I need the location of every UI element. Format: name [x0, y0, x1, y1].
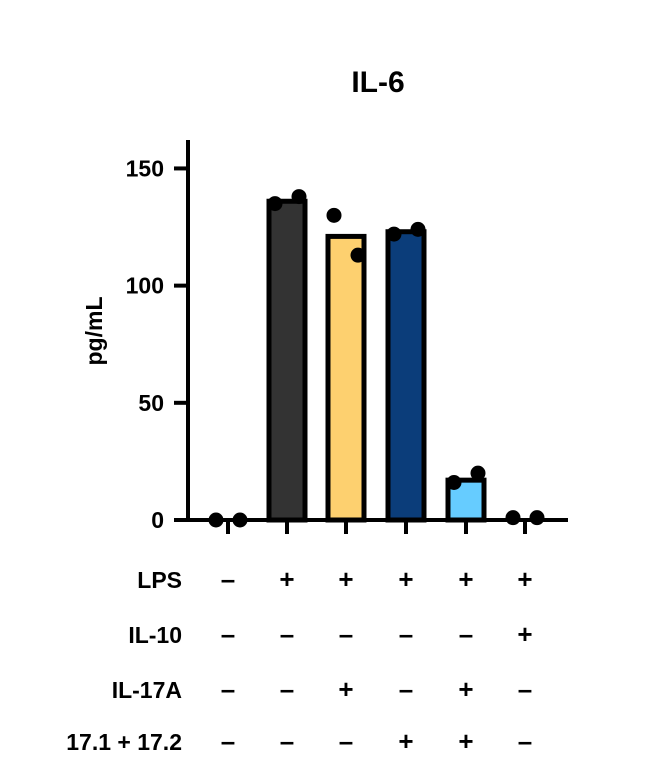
condition-sign: +	[458, 564, 473, 594]
condition-row-label: LPS	[137, 567, 182, 593]
bar-4	[385, 229, 427, 523]
chart-title: IL-6	[351, 66, 404, 99]
condition-sign: –	[518, 674, 532, 704]
condition-row-label: IL-17A	[112, 677, 182, 703]
y-tick-label-50: 50	[138, 390, 164, 416]
condition-row-label: 17.1 + 17.2	[66, 729, 182, 755]
data-point-2-1	[267, 196, 283, 212]
data-point-5-1	[446, 475, 462, 490]
condition-row-label: IL-10	[128, 622, 182, 648]
condition-sign: +	[338, 564, 353, 594]
data-point-4-1	[386, 226, 402, 242]
condition-sign: –	[221, 726, 235, 756]
condition-sign: –	[280, 726, 294, 756]
condition-sign: –	[339, 726, 353, 756]
y-tick-label-0: 0	[151, 507, 164, 533]
condition-table: LPS – + + + + + IL-10 – – – – – + IL-17A – – + – + – 17.1 + 1…	[66, 564, 532, 756]
bar-3	[325, 233, 367, 523]
data-point-3-2	[350, 247, 366, 263]
condition-sign: –	[518, 726, 532, 756]
condition-sign: –	[221, 564, 235, 594]
condition-sign: –	[221, 674, 235, 704]
condition-sign: +	[517, 564, 532, 594]
condition-sign: +	[279, 564, 294, 594]
condition-sign: –	[221, 619, 235, 649]
data-point-6-1	[505, 510, 521, 526]
bars-group	[266, 198, 487, 523]
axes-group	[186, 140, 568, 534]
condition-sign: –	[399, 674, 413, 704]
bar-2	[266, 198, 308, 523]
condition-sign: –	[280, 674, 294, 704]
condition-sign: +	[458, 726, 473, 756]
condition-sign: +	[458, 674, 473, 704]
points-group	[208, 189, 545, 528]
data-point-5-2	[470, 465, 486, 481]
condition-sign: +	[398, 726, 413, 756]
condition-sign: –	[339, 619, 353, 649]
data-point-4-2	[410, 221, 426, 237]
condition-sign: +	[338, 674, 353, 704]
y-tick-label-150: 150	[126, 155, 164, 181]
condition-sign: +	[398, 564, 413, 594]
y-axis-label: pg/mL	[81, 297, 107, 366]
condition-sign: –	[280, 619, 294, 649]
data-point-3-1	[326, 207, 342, 223]
y-ticks-group: 0 50 100 150	[126, 155, 188, 533]
data-point-6-2	[529, 510, 545, 526]
y-tick-label-100: 100	[126, 273, 164, 299]
condition-sign: –	[459, 619, 473, 649]
condition-sign: –	[399, 619, 413, 649]
data-point-2-2	[291, 189, 307, 205]
condition-sign: +	[517, 619, 532, 649]
